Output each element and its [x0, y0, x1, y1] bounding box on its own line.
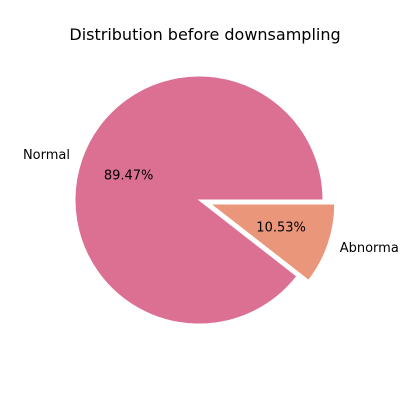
category-label-normal: Normal [23, 148, 70, 163]
value-label-normal: 89.47% [104, 168, 154, 183]
pie-slices [74, 75, 336, 325]
pie-slice-normal [74, 75, 324, 325]
category-label-abnormal: Abnormal [340, 241, 400, 256]
pie-labels: Normal 89.47% Abnormal 10.53% [23, 148, 400, 256]
value-label-abnormal: 10.53% [256, 221, 306, 236]
pie-slice-abnormal [209, 203, 336, 281]
chart-title: Distribution before downsampling [69, 25, 340, 44]
